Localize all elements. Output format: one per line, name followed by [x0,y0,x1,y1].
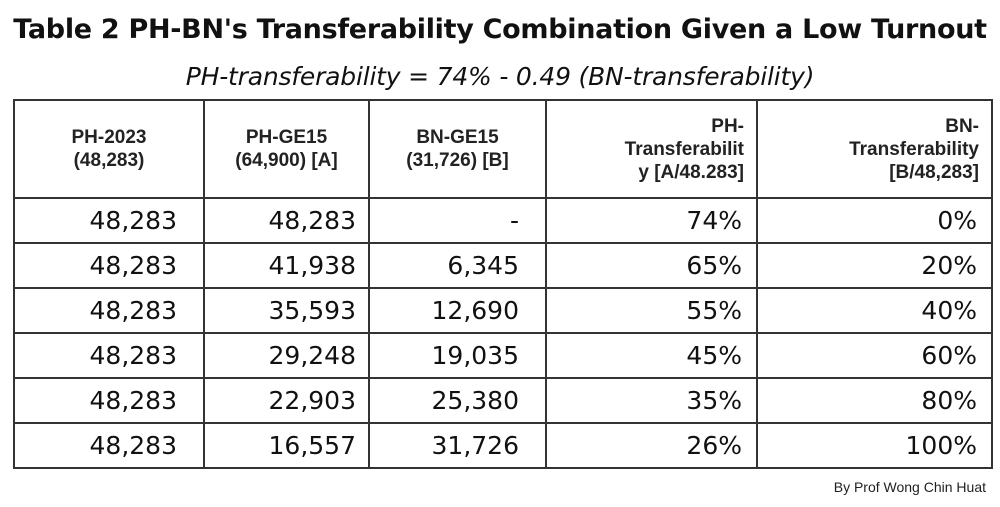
header-line: PH- [711,115,744,137]
cell-ph-2023: 48,283 [13,287,205,334]
header-line: y [A/48.283] [638,161,744,183]
cell-ph-2023: 48,283 [13,242,205,289]
header-line: PH-2023 [71,127,147,148]
header-line: Transferabilit [624,138,744,160]
table-title: Table 2 PH-BN's Transferability Combinat… [13,14,987,45]
table-row: 48,283 35,593 12,690 55% 40% [13,287,993,334]
cell-bn-transferability: 0% [756,197,993,244]
cell-ph-transferability: 74% [545,197,758,244]
cell-ph-transferability: 55% [545,287,758,334]
table-row: 48,283 48,283 - 74% 0% [13,197,993,244]
table-subtitle-formula: PH-transferability = 74% - 0.49 (BN-tran… [185,62,815,91]
cell-ph-2023: 48,283 [13,197,205,244]
cell-ph-transferability: 26% [545,422,758,469]
cell-ph-ge15: 41,938 [203,242,370,289]
cell-bn-transferability: 20% [756,242,993,289]
table-row: 48,283 41,938 6,345 65% 20% [13,242,993,289]
header-ph-transferability: PH- Transferabilit y [A/48.283] [545,99,758,199]
header-bn-ge15: BN-GE15 (31,726) [B] [368,99,547,199]
table-row: 48,283 16,557 31,726 26% 100% [13,422,993,469]
cell-bn-transferability: 40% [756,287,993,334]
cell-ph-ge15: 22,903 [203,377,370,424]
header-line: PH-GE15 [245,127,328,148]
table-row: 48,283 22,903 25,380 35% 80% [13,377,993,424]
cell-ph-2023: 48,283 [13,332,205,379]
cell-bn-ge15: 25,380 [368,377,547,424]
header-ph-2023: PH-2023 (48,283) [13,99,205,199]
header-bn-transferability: BN- Transferability [B/48,283] [756,99,993,199]
header-line: (48,283) [73,150,145,171]
cell-ph-transferability: 35% [545,377,758,424]
header-line: BN- [945,115,979,137]
header-line: [B/48,283] [889,161,979,183]
cell-ph-2023: 48,283 [13,422,205,469]
cell-bn-ge15: 6,345 [368,242,547,289]
cell-ph-ge15: 48,283 [203,197,370,244]
transferability-table: PH-2023 (48,283) PH-GE15 (64,900) [A] BN… [13,99,993,469]
cell-ph-ge15: 16,557 [203,422,370,469]
table-row: 48,283 29,248 19,035 45% 60% [13,332,993,379]
cell-bn-ge15: - [368,197,547,244]
cell-bn-ge15: 31,726 [368,422,547,469]
header-ph-ge15: PH-GE15 (64,900) [A] [203,99,370,199]
cell-ph-ge15: 29,248 [203,332,370,379]
cell-bn-transferability: 100% [756,422,993,469]
cell-bn-transferability: 80% [756,377,993,424]
cell-ph-transferability: 45% [545,332,758,379]
cell-ph-2023: 48,283 [13,377,205,424]
header-line: Transferability [849,138,979,160]
cell-ph-transferability: 65% [545,242,758,289]
cell-bn-ge15: 12,690 [368,287,547,334]
cell-bn-transferability: 60% [756,332,993,379]
cell-ph-ge15: 35,593 [203,287,370,334]
header-line: (64,900) [A] [235,150,338,171]
header-line: (31,726) [B] [406,150,509,171]
cell-bn-ge15: 19,035 [368,332,547,379]
header-line: BN-GE15 [416,127,499,148]
header-row: PH-2023 (48,283) PH-GE15 (64,900) [A] BN… [13,99,993,199]
author-byline: By Prof Wong Chin Huat [833,479,986,495]
